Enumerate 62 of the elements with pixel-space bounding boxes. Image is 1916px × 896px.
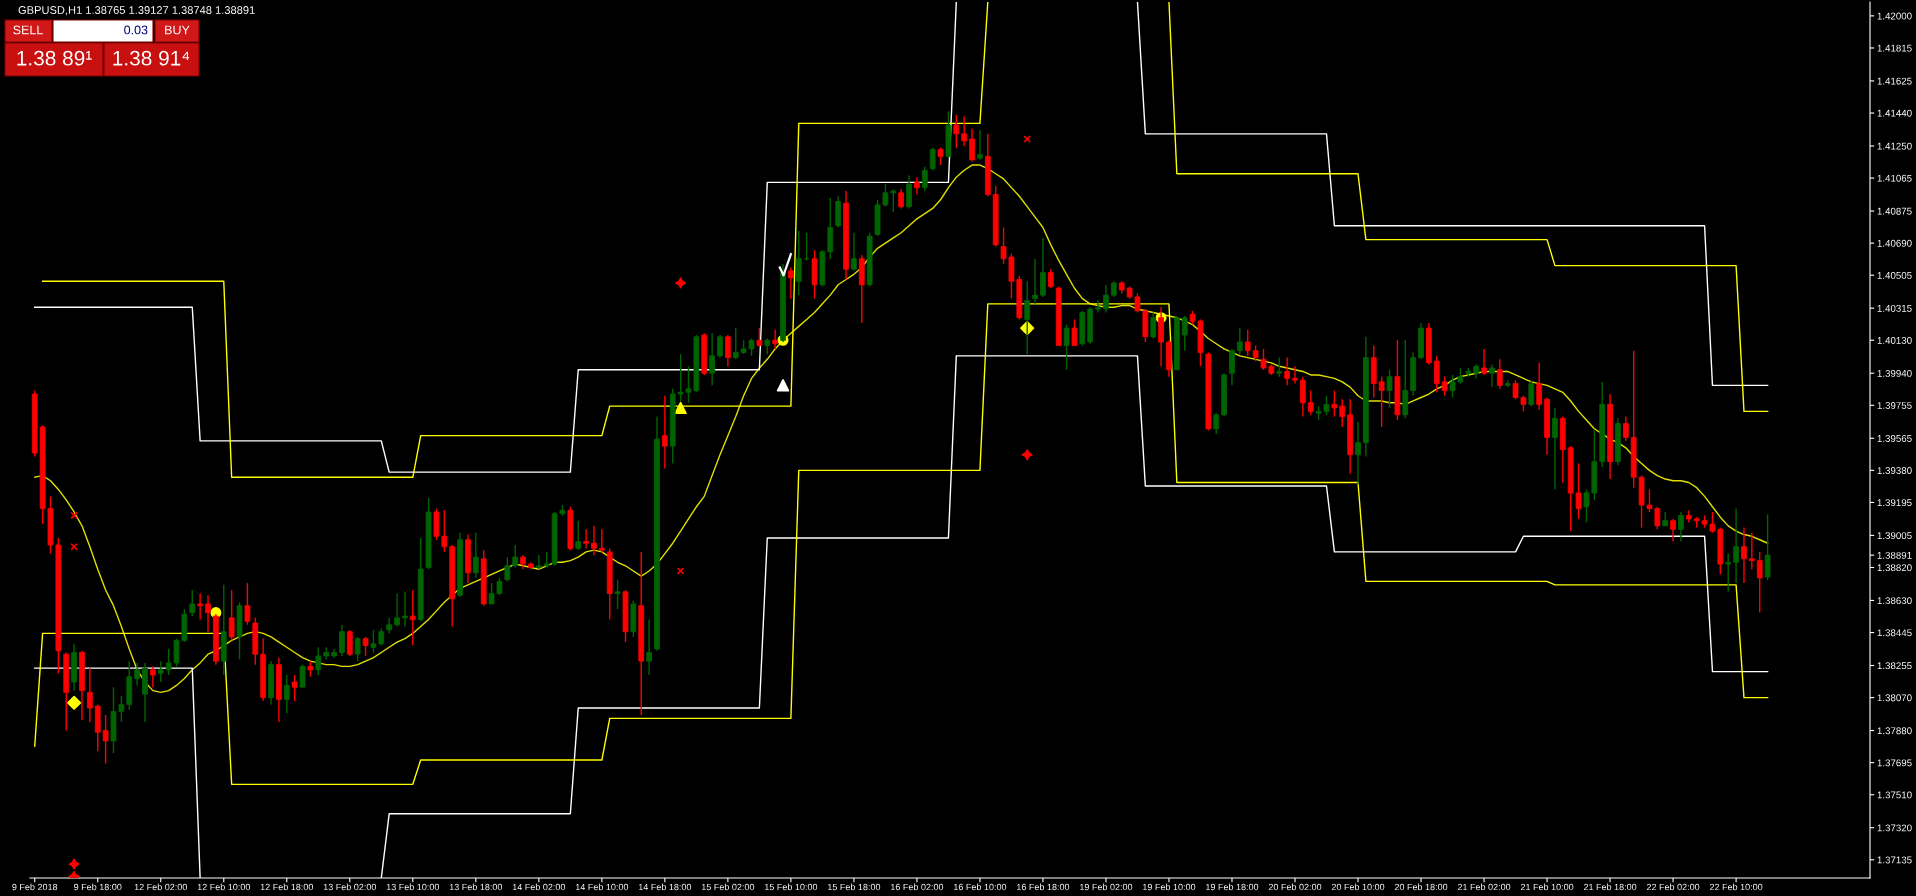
y-tick-label: 1.41250 xyxy=(1877,142,1912,150)
x-tick-label: 21 Feb 10:00 xyxy=(1520,883,1574,891)
x-tick-label: 13 Feb 02:00 xyxy=(323,883,377,891)
y-tick-label: 1.39755 xyxy=(1877,402,1912,409)
annotation: SELL xyxy=(13,25,43,35)
y-tick-label: 1.41815 xyxy=(1877,44,1912,52)
y-tick-label: 1.40505 xyxy=(1877,271,1912,279)
y-tick-label: 1.42000 xyxy=(1877,12,1912,20)
x-tick-label: 14 Feb 10:00 xyxy=(575,883,629,891)
x-tick-label: 22 Feb 02:00 xyxy=(1646,883,1700,891)
y-tick-label: 1.37320 xyxy=(1877,824,1912,832)
x-tick-label: 9 Feb 2018 xyxy=(12,883,58,891)
annotation: 0.03 xyxy=(124,25,148,35)
annotation: 1.38 91⁴ xyxy=(113,50,190,66)
annotation: BUY xyxy=(165,25,190,35)
x-tick-label: 19 Feb 18:00 xyxy=(1206,883,1259,891)
y-tick-label: 1.39195 xyxy=(1877,499,1912,507)
x-tick-label: 16 Feb 10:00 xyxy=(954,883,1007,891)
y-tick-label: 1.39005 xyxy=(1877,532,1912,540)
y-tick-label: 1.41440 xyxy=(1877,109,1912,117)
x-tick-label: 13 Feb 18:00 xyxy=(449,883,503,891)
x-tick-label: 14 Feb 18:00 xyxy=(638,883,692,891)
x-tick-label: 16 Feb 18:00 xyxy=(1017,883,1070,891)
x-tick-label: 21 Feb 02:00 xyxy=(1457,883,1511,891)
y-tick-label: 1.40315 xyxy=(1877,304,1912,312)
y-tick-label: 1.39940 xyxy=(1877,369,1912,377)
x-tick-label: 15 Feb 18:00 xyxy=(827,883,881,891)
x-tick-label: 15 Feb 02:00 xyxy=(701,883,755,891)
y-tick-label: 1.41065 xyxy=(1877,174,1912,182)
x-tick-label: 12 Feb 18:00 xyxy=(260,883,314,891)
x-tick-label: 12 Feb 10:00 xyxy=(197,883,251,891)
y-tick-label: 1.41625 xyxy=(1877,77,1912,85)
x-tick-label: 21 Feb 18:00 xyxy=(1583,883,1637,891)
chart-title: GBPUSD,H1 1.38765 1.39127 1.38748 1.38891 xyxy=(18,6,255,16)
y-tick-label: 1.40875 xyxy=(1877,207,1912,215)
x-tick-label: 13 Feb 10:00 xyxy=(386,883,440,891)
y-tick-label: 1.38445 xyxy=(1877,629,1912,637)
x-tick-label: 12 Feb 02:00 xyxy=(134,883,188,891)
y-tick-label: 1.39565 xyxy=(1877,435,1912,442)
x-tick-label: 20 Feb 10:00 xyxy=(1331,883,1385,891)
x-tick-label: 20 Feb 02:00 xyxy=(1268,883,1322,891)
x-tick-label: 15 Feb 10:00 xyxy=(764,883,818,891)
y-tick-label: 1.39380 xyxy=(1877,467,1912,474)
x-tick-label: 16 Feb 02:00 xyxy=(891,883,944,891)
y-tick-label: 1.38820 xyxy=(1877,564,1912,572)
y-tick-label: 1.37135 xyxy=(1877,856,1912,864)
x-tick-label: 9 Feb 18:00 xyxy=(74,883,122,891)
x-tick-label: 20 Feb 18:00 xyxy=(1394,883,1448,891)
y-tick-label: 1.40130 xyxy=(1877,336,1912,344)
y-tick-label: 1.40690 xyxy=(1877,239,1912,247)
annotation: 1.38 89¹ xyxy=(17,50,92,66)
x-tick-label: 14 Feb 02:00 xyxy=(512,883,566,891)
y-tick-label: 1.37695 xyxy=(1877,759,1912,767)
y-tick-label: 1.37880 xyxy=(1877,727,1912,735)
x-tick-label: 19 Feb 10:00 xyxy=(1143,883,1196,891)
x-tick-label: 19 Feb 02:00 xyxy=(1080,883,1133,891)
x-tick-label: 22 Feb 10:00 xyxy=(1709,883,1763,891)
y-tick-label: 1.37510 xyxy=(1877,791,1912,799)
y-tick-label: 1.38070 xyxy=(1877,694,1912,702)
y-tick-label: 1.38891 xyxy=(1877,551,1912,559)
y-tick-label: 1.38255 xyxy=(1877,662,1912,670)
y-tick-label: 1.38630 xyxy=(1877,597,1912,605)
